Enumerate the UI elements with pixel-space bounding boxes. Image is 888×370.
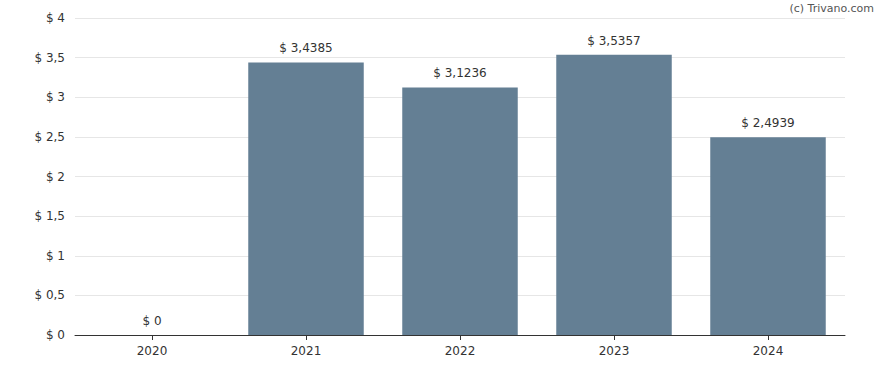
svg-text:$ 3: $ 3: [46, 90, 65, 104]
svg-text:$ 3,4385: $ 3,4385: [279, 41, 332, 55]
svg-text:2021: 2021: [291, 344, 322, 358]
svg-text:$ 1: $ 1: [46, 249, 65, 263]
svg-text:$ 3,5357: $ 3,5357: [587, 34, 640, 48]
svg-text:$ 2,4939: $ 2,4939: [741, 116, 794, 130]
svg-text:$ 0,5: $ 0,5: [34, 288, 65, 302]
svg-text:2024: 2024: [753, 344, 784, 358]
svg-text:$ 2,5: $ 2,5: [34, 130, 65, 144]
svg-text:$ 1,5: $ 1,5: [34, 209, 65, 223]
svg-text:$ 0: $ 0: [142, 314, 161, 328]
svg-text:(c) Trivano.com: (c) Trivano.com: [789, 2, 874, 15]
svg-text:$ 3,5: $ 3,5: [34, 51, 65, 65]
svg-text:$ 4: $ 4: [46, 11, 65, 25]
svg-text:$ 0: $ 0: [46, 328, 65, 342]
svg-text:2020: 2020: [137, 344, 168, 358]
svg-text:$ 2: $ 2: [46, 170, 65, 184]
svg-text:2023: 2023: [599, 344, 630, 358]
svg-text:2022: 2022: [445, 344, 476, 358]
svg-text:$ 3,1236: $ 3,1236: [433, 66, 486, 80]
